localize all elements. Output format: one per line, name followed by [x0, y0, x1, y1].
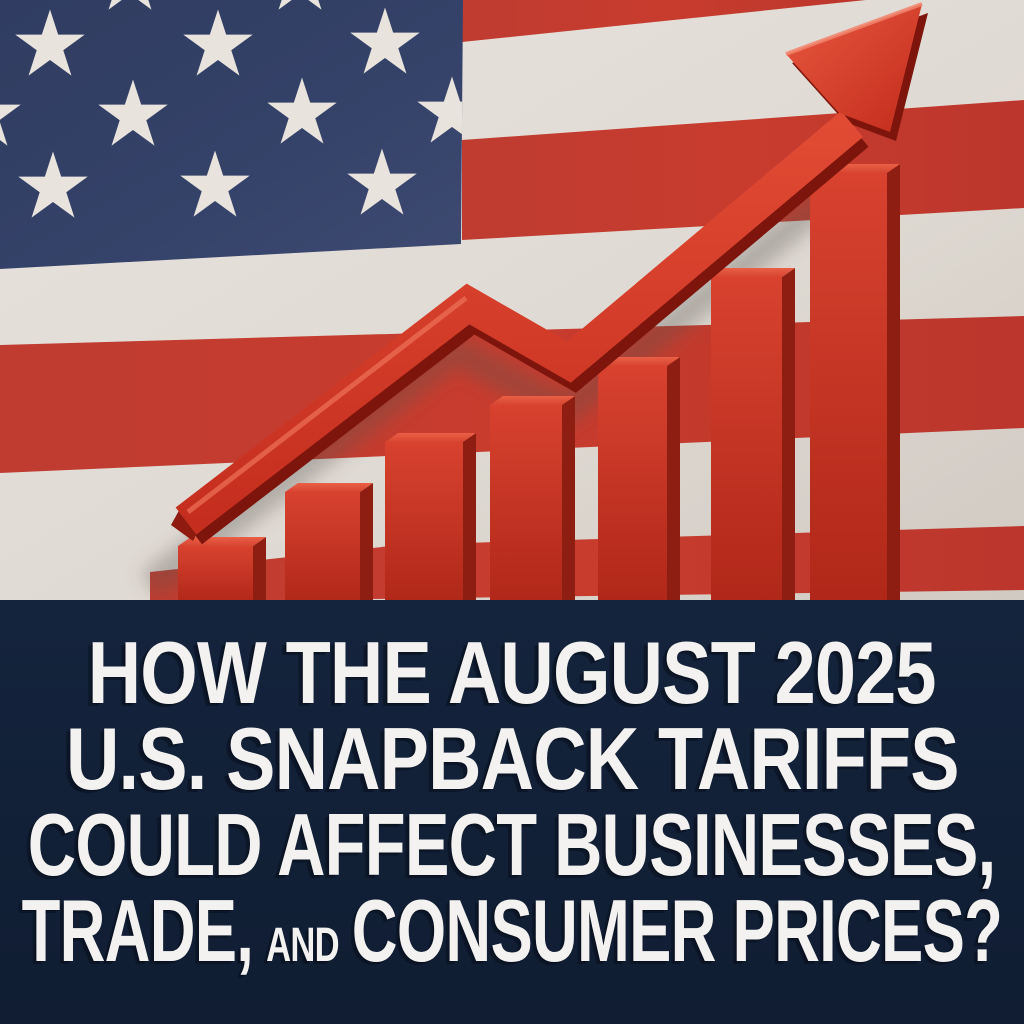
bar-6: [711, 268, 795, 600]
bar-4: [490, 396, 575, 600]
flag-canton: [0, 0, 463, 269]
flag-stripe: [462, 0, 866, 42]
arrow-shaft: [175, 110, 863, 535]
headline-line-4-and: AND: [266, 919, 339, 972]
bar-1: [178, 537, 266, 600]
rising-bar-chart: [178, 164, 900, 600]
arrow-highlight: [186, 296, 468, 514]
headline-line-1: HOW THE AUGUST 2025: [88, 623, 937, 722]
headline-line-2: U.S. SNAPBACK TARIFFS: [65, 709, 960, 808]
us-flag-background: [0, 0, 1024, 600]
arrow-shadow: [140, 183, 840, 597]
bar-3: [385, 433, 476, 600]
arrowhead-icon: [786, 4, 922, 132]
bar-2: [285, 483, 373, 600]
upward-growth-arrow: [171, 2, 928, 545]
headline-line-4: TRADE, AND CONSUMER PRICES?: [22, 887, 1003, 975]
bar-7: [810, 164, 900, 600]
headline-banner: HOW THE AUGUST 2025 U.S. SNAPBACK TARIFF…: [0, 600, 1024, 1024]
bar-5: [598, 357, 680, 600]
arrowhead-highlight: [785, 2, 923, 56]
headline-line-4-trade: TRADE,: [21, 881, 254, 980]
headline-line-3: COULD AFFECT BUSINESSES,: [28, 795, 996, 894]
headline-line-4-rest: CONSUMER PRICES?: [351, 881, 1003, 980]
